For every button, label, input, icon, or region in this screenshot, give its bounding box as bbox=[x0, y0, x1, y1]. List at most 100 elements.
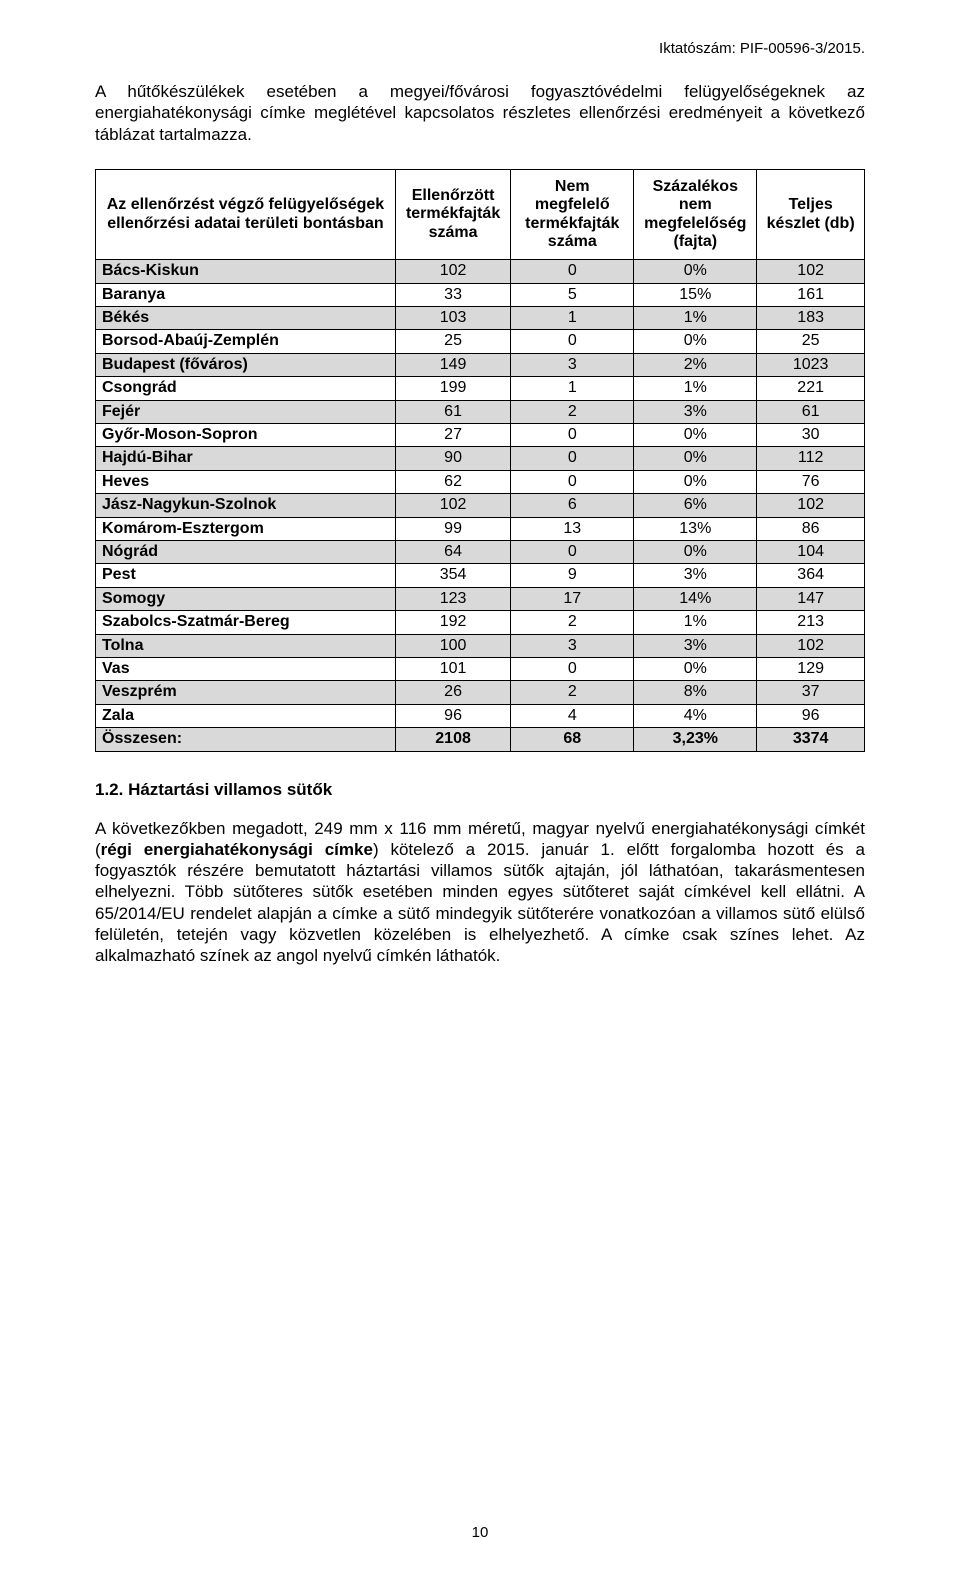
col-header-noncomp: Nem megfelelő termékfajták száma bbox=[511, 169, 634, 260]
cell-checked: 192 bbox=[395, 611, 510, 634]
cell-region: Komárom-Esztergom bbox=[96, 517, 396, 540]
cell-region: Budapest (főváros) bbox=[96, 353, 396, 376]
cell-checked: 27 bbox=[395, 424, 510, 447]
cell-noncomp: 0 bbox=[511, 424, 634, 447]
table-row: Csongrád19911%221 bbox=[96, 377, 865, 400]
cell-stock: 61 bbox=[757, 400, 865, 423]
cell-checked: 25 bbox=[395, 330, 510, 353]
cell-region: Győr-Moson-Sopron bbox=[96, 424, 396, 447]
cell-region: Heves bbox=[96, 470, 396, 493]
cell-region: Bács-Kiskun bbox=[96, 260, 396, 283]
cell-noncomp: 0 bbox=[511, 447, 634, 470]
cell-noncomp: 0 bbox=[511, 330, 634, 353]
cell-checked: 102 bbox=[395, 260, 510, 283]
cell-region: Jász-Nagykun-Szolnok bbox=[96, 494, 396, 517]
cell-stock: 213 bbox=[757, 611, 865, 634]
cell-stock: 102 bbox=[757, 634, 865, 657]
cell-noncomp: 0 bbox=[511, 470, 634, 493]
cell-region: Csongrád bbox=[96, 377, 396, 400]
cell-stock: 364 bbox=[757, 564, 865, 587]
cell-stock: 25 bbox=[757, 330, 865, 353]
cell-stock: 221 bbox=[757, 377, 865, 400]
cell-noncomp: 5 bbox=[511, 283, 634, 306]
cell-pct: 0% bbox=[634, 424, 757, 447]
cell-region: Somogy bbox=[96, 587, 396, 610]
cell-noncomp: 13 bbox=[511, 517, 634, 540]
cell-pct: 8% bbox=[634, 681, 757, 704]
cell-checked: 103 bbox=[395, 307, 510, 330]
table-row: Somogy1231714%147 bbox=[96, 587, 865, 610]
cell-noncomp: 17 bbox=[511, 587, 634, 610]
cell-pct: 3% bbox=[634, 400, 757, 423]
cell-checked: 96 bbox=[395, 704, 510, 727]
cell-noncomp: 2 bbox=[511, 400, 634, 423]
cell-pct: 0% bbox=[634, 447, 757, 470]
cell-stock: 112 bbox=[757, 447, 865, 470]
section-paragraph: A következőkben megadott, 249 mm x 116 m… bbox=[95, 818, 865, 967]
cell-pct: 4% bbox=[634, 704, 757, 727]
cell-stock: 3374 bbox=[757, 728, 865, 751]
cell-stock: 147 bbox=[757, 587, 865, 610]
cell-noncomp: 1 bbox=[511, 377, 634, 400]
cell-checked: 199 bbox=[395, 377, 510, 400]
cell-region: Fejér bbox=[96, 400, 396, 423]
table-row: Komárom-Esztergom991313%86 bbox=[96, 517, 865, 540]
cell-stock: 183 bbox=[757, 307, 865, 330]
cell-noncomp: 3 bbox=[511, 353, 634, 376]
table-row: Fejér6123%61 bbox=[96, 400, 865, 423]
cell-stock: 161 bbox=[757, 283, 865, 306]
table-total-row: Összesen:2108683,23%3374 bbox=[96, 728, 865, 751]
cell-pct: 3,23% bbox=[634, 728, 757, 751]
cell-checked: 61 bbox=[395, 400, 510, 423]
cell-checked: 102 bbox=[395, 494, 510, 517]
cell-noncomp: 4 bbox=[511, 704, 634, 727]
table-row: Tolna10033%102 bbox=[96, 634, 865, 657]
cell-region: Vas bbox=[96, 657, 396, 680]
table-row: Szabolcs-Szatmár-Bereg19221%213 bbox=[96, 611, 865, 634]
cell-region: Pest bbox=[96, 564, 396, 587]
cell-noncomp: 0 bbox=[511, 657, 634, 680]
cell-noncomp: 2 bbox=[511, 681, 634, 704]
cell-checked: 90 bbox=[395, 447, 510, 470]
cell-region: Tolna bbox=[96, 634, 396, 657]
table-row: Heves6200%76 bbox=[96, 470, 865, 493]
col-header-checked: Ellenőrzött termékfajták száma bbox=[395, 169, 510, 260]
table-row: Borsod-Abaúj-Zemplén2500%25 bbox=[96, 330, 865, 353]
cell-noncomp: 1 bbox=[511, 307, 634, 330]
table-row: Jász-Nagykun-Szolnok10266%102 bbox=[96, 494, 865, 517]
cell-stock: 102 bbox=[757, 260, 865, 283]
cell-region: Szabolcs-Szatmár-Bereg bbox=[96, 611, 396, 634]
table-header-row: Az ellenőrzést végző felügyelőségek elle… bbox=[96, 169, 865, 260]
cell-stock: 37 bbox=[757, 681, 865, 704]
cell-stock: 129 bbox=[757, 657, 865, 680]
inspection-results-table: Az ellenőrzést végző felügyelőségek elle… bbox=[95, 169, 865, 752]
cell-region: Hajdú-Bihar bbox=[96, 447, 396, 470]
cell-pct: 0% bbox=[634, 260, 757, 283]
cell-pct: 0% bbox=[634, 541, 757, 564]
table-row: Vas10100%129 bbox=[96, 657, 865, 680]
col-header-pct: Százalékos nem megfelelőség (fajta) bbox=[634, 169, 757, 260]
cell-noncomp: 3 bbox=[511, 634, 634, 657]
section-heading: 1.2. Háztartási villamos sütők bbox=[95, 780, 865, 800]
table-row: Pest35493%364 bbox=[96, 564, 865, 587]
cell-pct: 15% bbox=[634, 283, 757, 306]
document-page: Iktatószám: PIF-00596-3/2015. A hűtőkész… bbox=[0, 0, 960, 1571]
intro-paragraph: A hűtőkészülékek esetében a megyei/fővár… bbox=[95, 81, 865, 145]
table-row: Békés10311%183 bbox=[96, 307, 865, 330]
cell-pct: 1% bbox=[634, 307, 757, 330]
cell-checked: 354 bbox=[395, 564, 510, 587]
cell-checked: 101 bbox=[395, 657, 510, 680]
cell-region: Borsod-Abaúj-Zemplén bbox=[96, 330, 396, 353]
cell-stock: 104 bbox=[757, 541, 865, 564]
cell-stock: 76 bbox=[757, 470, 865, 493]
cell-pct: 0% bbox=[634, 470, 757, 493]
cell-pct: 6% bbox=[634, 494, 757, 517]
cell-checked: 33 bbox=[395, 283, 510, 306]
cell-pct: 13% bbox=[634, 517, 757, 540]
cell-noncomp: 0 bbox=[511, 260, 634, 283]
cell-checked: 100 bbox=[395, 634, 510, 657]
cell-stock: 102 bbox=[757, 494, 865, 517]
cell-region: Veszprém bbox=[96, 681, 396, 704]
cell-checked: 26 bbox=[395, 681, 510, 704]
page-number: 10 bbox=[0, 1524, 960, 1541]
